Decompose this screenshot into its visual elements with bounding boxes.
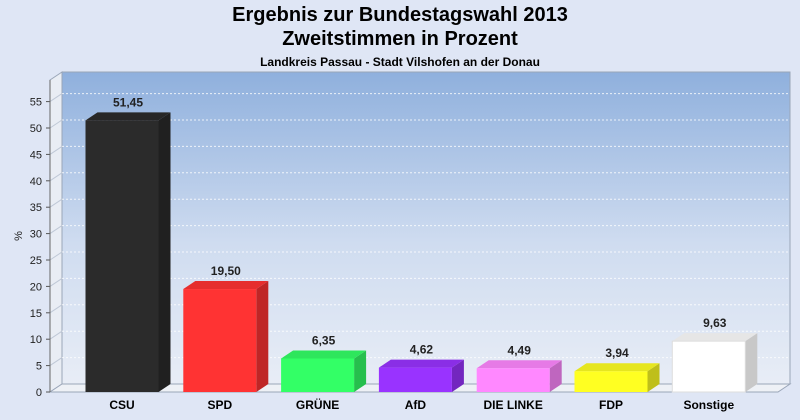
data-label: 9,63	[703, 316, 727, 330]
bar-die-linke	[476, 360, 562, 392]
x-tick-label: CSU	[109, 398, 134, 412]
bar-side	[158, 112, 171, 393]
bar-sonstige	[671, 333, 758, 393]
bar-top	[672, 333, 758, 342]
bar-front	[378, 367, 452, 392]
gridline-side	[49, 277, 63, 287]
y-tick-label: 5	[36, 361, 42, 373]
bar-front	[85, 120, 159, 393]
bar-front	[281, 358, 355, 392]
bar-front	[476, 368, 550, 392]
data-label: 6,35	[312, 333, 336, 347]
x-tick-label: GRÜNE	[296, 397, 339, 412]
x-tick-label: FDP	[599, 398, 623, 412]
bar-afd	[378, 359, 464, 392]
y-tick-label: 10	[30, 334, 42, 346]
bar-front	[183, 289, 257, 392]
bar-csu	[85, 112, 171, 393]
bar-side	[745, 333, 758, 392]
x-tick-label: DIE LINKE	[484, 398, 543, 412]
bar-side	[354, 350, 367, 392]
y-tick-label: 35	[30, 202, 42, 214]
bar-top	[183, 281, 269, 290]
data-label: 51,45	[113, 95, 143, 109]
y-tick-label: 20	[30, 281, 42, 293]
data-label: 4,62	[410, 343, 434, 357]
x-tick-label: SPD	[207, 398, 232, 412]
gridline-side	[49, 304, 63, 314]
bar-top	[574, 363, 660, 372]
bar-side	[256, 281, 269, 392]
y-tick-label: 50	[30, 123, 42, 135]
y-tick-label: 45	[30, 149, 42, 161]
gridline-side	[49, 330, 63, 340]
bar-spd	[183, 281, 269, 392]
gridline-side	[49, 225, 63, 235]
y-tick-label: 15	[30, 308, 42, 320]
y-tick-label: 30	[30, 229, 42, 241]
gridline-side	[49, 119, 63, 129]
gridline-side	[49, 251, 63, 261]
bar-front	[671, 340, 746, 393]
y-tick-label: 25	[30, 255, 42, 267]
chart-title-line2: Zweitstimmen in Prozent	[282, 28, 518, 50]
gridline-side	[49, 198, 63, 208]
gridline-side	[49, 93, 63, 103]
y-tick-label: 55	[30, 97, 42, 109]
gridline-side	[49, 145, 63, 155]
x-tick-label: AfD	[405, 398, 427, 412]
x-tick-label: Sonstige	[683, 398, 734, 412]
bar-side	[451, 359, 464, 392]
y-axis-label: %	[13, 231, 25, 241]
bar-top	[281, 350, 367, 359]
bar-side	[647, 363, 660, 392]
bar-top	[476, 360, 562, 369]
y-tick-label: 0	[36, 387, 42, 399]
data-label: 4,49	[508, 343, 532, 357]
gridline-side	[49, 357, 63, 367]
data-label: 3,94	[605, 346, 629, 360]
gridline-side	[49, 172, 63, 182]
y-tick-label: 40	[30, 176, 42, 188]
bar-fdp	[574, 363, 660, 392]
bar-side	[549, 360, 562, 392]
bar-top	[85, 112, 171, 121]
data-label: 19,50	[211, 264, 241, 278]
chart-title-line1: Ergebnis zur Bundestagswahl 2013	[232, 4, 568, 26]
chart-subtitle: Landkreis Passau - Stadt Vilshofen an de…	[260, 55, 540, 69]
bar-grüne	[281, 350, 367, 392]
bar-front	[574, 371, 648, 392]
bar-top	[378, 359, 464, 368]
